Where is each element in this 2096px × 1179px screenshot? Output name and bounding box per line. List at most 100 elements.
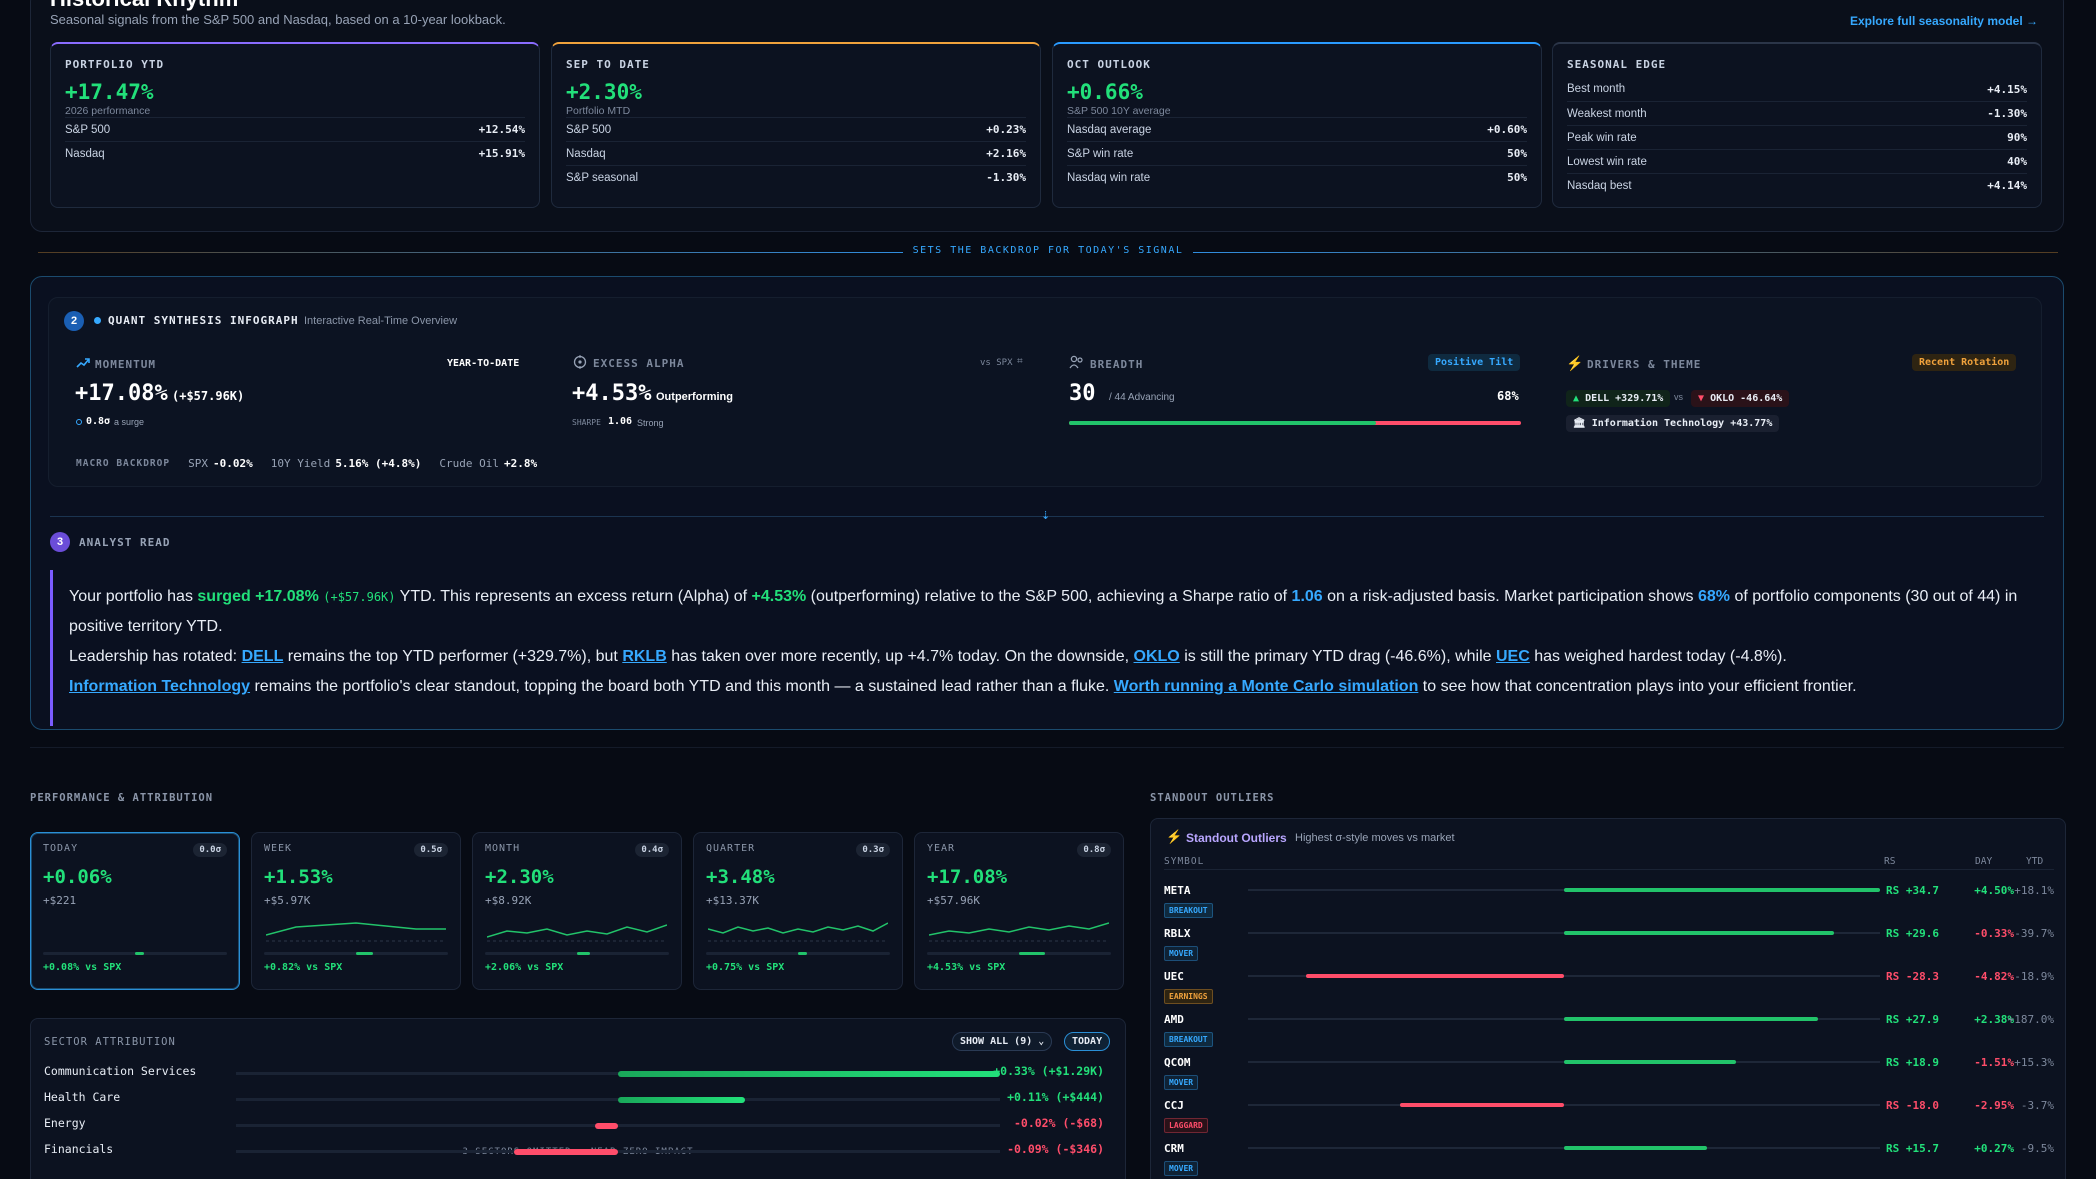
outlier-row[interactable]: CCJ LAGGARD RS -18.0 -2.95% -3.7%	[1164, 1099, 2054, 1142]
uec-link[interactable]: UEC	[1496, 648, 1530, 665]
sigma-badge: 0.3σ	[856, 843, 890, 857]
outlier-day: +4.50%	[1974, 884, 2014, 897]
outlier-row[interactable]: META BREAKOUT RS +34.7 +4.50% +18.1%	[1164, 884, 2054, 927]
macro-value: 5.16% (+4.8%)	[335, 457, 422, 470]
sharpe-note: Strong	[637, 418, 664, 428]
sigma-badge: 0.0σ	[193, 843, 227, 857]
sector-row[interactable]: Health Care +0.11% (+$444)	[44, 1090, 1104, 1110]
breadth-pill: Positive Tilt	[1428, 354, 1521, 371]
bottom-driver-chip[interactable]: ▼ OKLO -46.64%	[1691, 390, 1790, 407]
macro-item: SPX -0.02%	[188, 457, 253, 470]
show-all-button[interactable]: SHOW ALL (9) ⌄	[952, 1032, 1053, 1051]
momentum-sigma: 0.8σ	[86, 416, 111, 427]
period-return: +1.53%	[264, 866, 333, 888]
vs-spx-fill	[1019, 952, 1045, 955]
macro-value: -0.02%	[212, 457, 253, 470]
period-card-month[interactable]: MONTH 0.4σ +2.30% +$8.92K +2.06% vs SPX	[472, 832, 682, 990]
rklb-link[interactable]: RKLB	[622, 648, 667, 665]
sector-bar	[618, 1097, 746, 1103]
rs-track	[1248, 1017, 1880, 1021]
outlier-tag: MOVER	[1164, 1075, 1199, 1090]
stat-row-label: Nasdaq win rate	[1067, 171, 1151, 184]
period-return: +0.06%	[43, 866, 112, 888]
rs-track	[1248, 1103, 1880, 1107]
stat-row-value: +12.54%	[478, 123, 525, 136]
oklo-link[interactable]: OKLO	[1133, 648, 1180, 665]
col-rs: RS	[1884, 856, 1896, 867]
stat-row-value: -1.30%	[1987, 107, 2027, 120]
vs-spx-fill	[135, 952, 145, 955]
period-card-quarter[interactable]: QUARTER 0.3σ +3.48% +$13.37K +0.75% vs SPX	[693, 832, 903, 990]
lightning-icon: ⚡	[1566, 355, 1584, 371]
sector-name: Energy	[44, 1116, 86, 1130]
vs-spx-bar	[43, 952, 227, 955]
period-dollars: +$13.37K	[706, 894, 759, 907]
outlier-row[interactable]: AMD BREAKOUT RS +27.9 +2.38% +187.0%	[1164, 1013, 2054, 1056]
outlier-tag: EARNINGS	[1164, 989, 1213, 1004]
seasonality-model-link[interactable]: Explore full seasonality model →	[1849, 14, 2038, 28]
period-label: QUARTER	[706, 843, 756, 854]
analyst-title: ANALYST READ	[79, 536, 171, 549]
outlier-rs: RS +27.9	[1886, 1013, 1939, 1026]
outlier-tag: LAGGARD	[1164, 1118, 1208, 1133]
monte-carlo-link[interactable]: Worth running a Monte Carlo simulation	[1113, 678, 1419, 695]
step-badge: 2	[64, 311, 84, 331]
stat-row-label: S&P 500	[65, 123, 111, 136]
it-sector-link[interactable]: Information Technology	[69, 678, 251, 695]
sector-row[interactable]: Energy -0.02% (-$68)	[44, 1116, 1104, 1136]
stat-row: Lowest win rate 40%	[1567, 149, 2027, 173]
stat-row-value: +15.91%	[478, 147, 525, 160]
outlier-row[interactable]: QCOM MOVER RS +18.9 -1.51% +15.3%	[1164, 1056, 2054, 1099]
period-label: TODAY	[43, 843, 79, 854]
sector-value: -0.09% (-$346)	[1007, 1142, 1104, 1156]
rs-track	[1248, 974, 1880, 978]
period-card-today[interactable]: TODAY 0.0σ +0.06% +$221 +0.08% vs SPX	[30, 832, 240, 990]
period-return: +2.30%	[485, 866, 554, 888]
momentum-label: MOMENTUM	[95, 358, 156, 371]
top-driver-chip[interactable]: ▲ DELL +329.71%	[1566, 390, 1671, 407]
stat-row-label: S&P win rate	[1067, 147, 1134, 160]
theme-chip[interactable]: 🏛 Information Technology +43.77%	[1566, 415, 1780, 432]
info-icon[interactable]: ⌗	[1017, 356, 1023, 367]
sharpe-value: 1.06	[608, 416, 633, 427]
today-toggle[interactable]: TODAY	[1064, 1032, 1111, 1051]
analyst-read: Your portfolio has surged +17.08% (+$57.…	[50, 570, 2040, 726]
period-card-week[interactable]: WEEK 0.5σ +1.53% +$5.97K +0.82% vs SPX	[251, 832, 461, 990]
stat-row: Nasdaq +15.91%	[65, 141, 525, 165]
momentum-value: +17.08%	[75, 381, 168, 406]
vs-spx: +0.82% vs SPX	[264, 962, 343, 973]
dell-link[interactable]: DELL	[241, 648, 284, 665]
vs-spx: +0.08% vs SPX	[43, 962, 122, 973]
outlier-row[interactable]: CRM MOVER RS +15.7 +0.27% -9.5%	[1164, 1142, 2054, 1179]
outlier-tag: BREAKOUT	[1164, 903, 1213, 918]
sector-row[interactable]: Communication Services +0.33% (+$1.29K)	[44, 1064, 1104, 1084]
sigma-badge: 0.8σ	[1077, 843, 1111, 857]
outlier-symbol: RBLX	[1164, 927, 1191, 940]
outlier-day: -2.95%	[1974, 1099, 2014, 1112]
stat-row-value: 40%	[2007, 155, 2027, 168]
macro-key: 10Y Yield	[270, 457, 331, 470]
outlier-day: +2.38%	[1974, 1013, 2014, 1026]
stat-row: Peak win rate 90%	[1567, 125, 2027, 149]
arrow-down-icon: ⇣	[1041, 510, 1051, 522]
stat-row: S&P win rate 50%	[1067, 141, 1527, 165]
sector-row[interactable]: Financials -0.09% (-$346)	[44, 1142, 1104, 1162]
sector-track	[236, 1149, 1000, 1155]
outlier-row[interactable]: UEC EARNINGS RS -28.3 -4.82% -18.9%	[1164, 970, 2054, 1013]
target-icon	[573, 355, 587, 374]
outlier-rs: RS +15.7	[1886, 1142, 1939, 1155]
outlier-row[interactable]: RBLX MOVER RS +29.6 -0.33% -39.7%	[1164, 927, 2054, 970]
macro-item: Crude Oil +2.8%	[439, 457, 537, 470]
stat-label: SEP TO DATE	[566, 58, 650, 71]
stat-row-label: S&P seasonal	[566, 171, 639, 184]
breadth-of: / 44 Advancing	[1109, 392, 1175, 403]
outliers-header-rule	[1164, 869, 2054, 870]
stat-value: +17.47%	[65, 80, 154, 104]
performance-title: PERFORMANCE & ATTRIBUTION	[30, 792, 214, 804]
period-card-year[interactable]: YEAR 0.8σ +17.08% +$57.96K +4.53% vs SPX	[914, 832, 1124, 990]
stat-caption: Portfolio MTD	[566, 105, 631, 117]
stat-row-label: Nasdaq best	[1567, 179, 1632, 192]
col-ytd: YTD	[2026, 856, 2044, 867]
stat-value: +0.66%	[1067, 80, 1143, 104]
sigma-badge: 0.5σ	[414, 843, 448, 857]
